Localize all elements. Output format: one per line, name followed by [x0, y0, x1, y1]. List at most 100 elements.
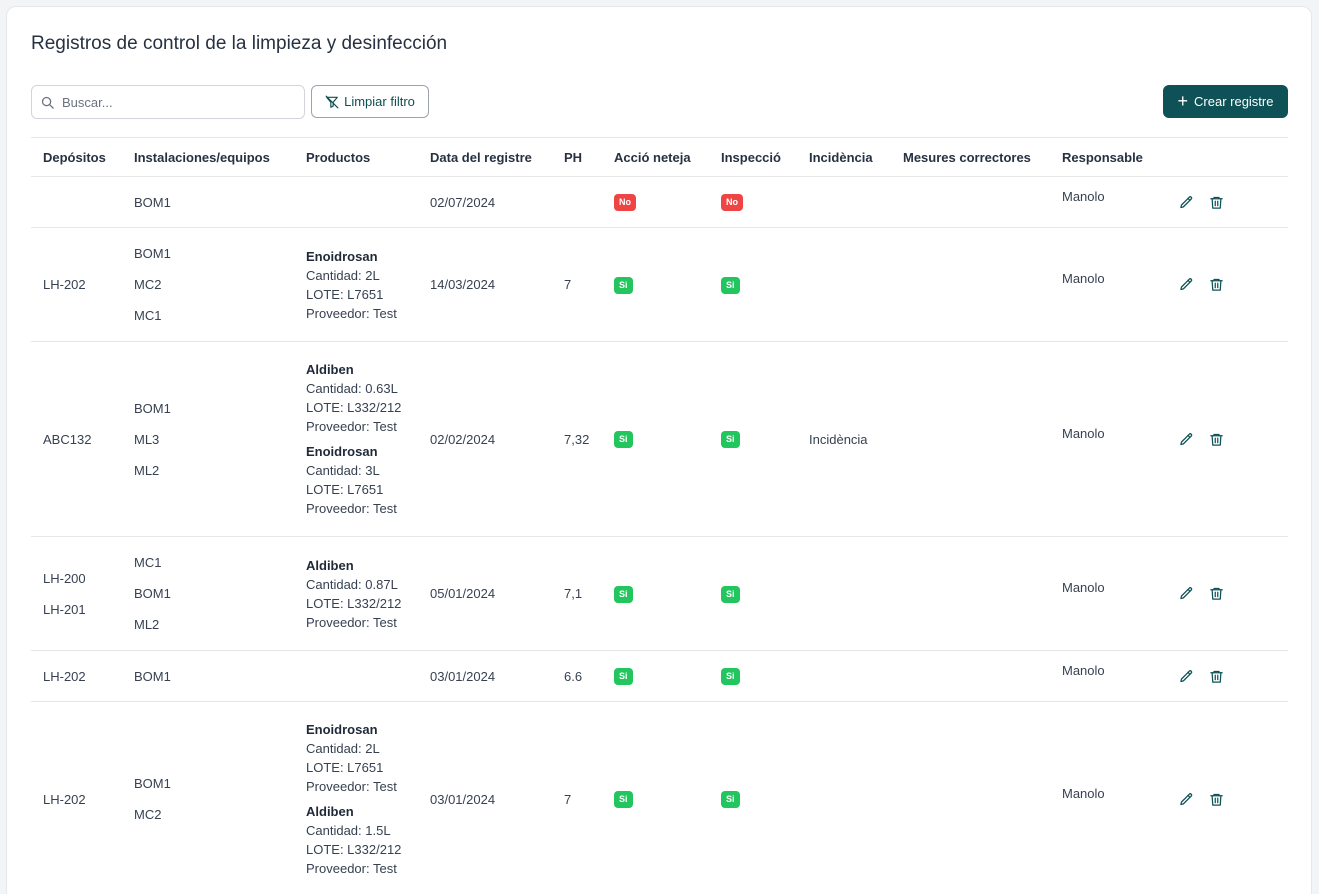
installation-item: MC2	[134, 277, 162, 292]
create-record-label: Crear registre	[1194, 94, 1274, 109]
cell-instalaciones: BOM1	[122, 176, 294, 228]
product-item: Aldiben Cantidad: 0.87L LOTE: L332/212 Prov…	[306, 556, 418, 632]
trash-icon[interactable]	[1206, 192, 1226, 212]
trash-icon[interactable]	[1206, 789, 1226, 809]
pencil-icon[interactable]	[1176, 192, 1196, 212]
search-box[interactable]	[31, 85, 305, 119]
deposit-item: LH-202	[43, 277, 86, 292]
responsable-name: Manolo	[1062, 785, 1105, 801]
deposit-item: LH-201	[43, 601, 86, 617]
product-lot: LOTE: L332/212	[306, 842, 402, 857]
column-header-instalaciones[interactable]: Instalaciones/equipos	[122, 137, 294, 177]
product-name: Enoidrosan	[306, 444, 378, 459]
cell-responsable: Manolo	[1050, 341, 1164, 537]
cell-depositos: LH-202	[31, 227, 122, 342]
column-header-actions	[1164, 137, 1288, 177]
column-header-productos[interactable]: Productos	[294, 137, 418, 177]
trash-icon[interactable]	[1206, 666, 1226, 686]
product-lot: LOTE: L7651	[306, 286, 384, 302]
create-record-button[interactable]: + Crear registre	[1163, 85, 1288, 118]
installation-item: BOM1	[134, 668, 171, 684]
page-title: Registros de control de la limpieza y de…	[31, 33, 448, 54]
trash-icon[interactable]	[1206, 429, 1226, 449]
status-badge: Si	[614, 276, 633, 294]
cell-accio-neteja: Si	[602, 341, 709, 537]
cell-ph: 7,1	[552, 536, 602, 651]
table-row[interactable]: LH-202 BOM1 MC2 MC1 Enoidrosan Cantidad: 2L LO…	[31, 227, 1288, 342]
cell-mesures-correctores	[891, 536, 1050, 651]
trash-icon[interactable]	[1206, 584, 1226, 604]
cell-inspeccio: Si	[709, 341, 797, 537]
cell-inspeccio: Si	[709, 536, 797, 651]
column-header-responsable[interactable]: Responsable	[1050, 137, 1164, 177]
cell-responsable: Manolo	[1050, 701, 1164, 894]
cell-responsable: Manolo	[1050, 227, 1164, 342]
pencil-icon[interactable]	[1176, 666, 1196, 686]
product-quantity: Cantidad: 3L	[306, 463, 380, 478]
cell-instalaciones: BOM1 MC2 MC1	[122, 227, 294, 342]
installation-item: MC2	[134, 807, 162, 822]
cell-mesures-correctores	[891, 341, 1050, 537]
search-icon	[41, 96, 54, 109]
column-header-inspeccio[interactable]: Inspecció	[709, 137, 797, 177]
deposit-item: LH-200	[43, 570, 86, 586]
cell-mesures-correctores	[891, 701, 1050, 894]
deposit-item: LH-202	[43, 668, 86, 684]
cell-actions	[1164, 650, 1288, 702]
product-item: Aldiben Cantidad: 0.63L LOTE: L332/212 Prov…	[306, 360, 418, 436]
deposit-item: ABC132	[43, 431, 92, 447]
cell-productos: Aldiben Cantidad: 0.63L LOTE: L332/212 Prov…	[294, 341, 418, 537]
table-row[interactable]: BOM1 02/07/2024 No No Manolo	[31, 176, 1288, 228]
cell-actions	[1164, 227, 1288, 342]
product-quantity: Cantidad: 1.5L	[306, 823, 391, 838]
installation-item: ML2	[134, 462, 160, 478]
cell-accio-neteja: Si	[602, 227, 709, 342]
plus-icon: +	[1177, 90, 1189, 111]
cell-mesures-correctores	[891, 176, 1050, 228]
table-row[interactable]: LH-200 LH-201 MC1 BOM1 ML2 Aldiben Cantidad: 0…	[31, 536, 1288, 651]
deposit-item: LH-202	[43, 791, 86, 807]
cell-ph: 7	[552, 701, 602, 894]
product-item: Enoidrosan Cantidad: 2L LOTE: L7651 Proveed…	[306, 247, 418, 323]
product-lot: LOTE: L7651	[306, 482, 384, 497]
table-header-row: Depósitos Instalaciones/equipos Producto…	[31, 137, 1288, 177]
clear-filter-label: Limpiar filtro	[344, 94, 415, 109]
responsable-name: Manolo	[1062, 425, 1105, 441]
cell-instalaciones: BOM1 ML3 ML2	[122, 341, 294, 537]
product-quantity: Cantidad: 0.63L	[306, 381, 398, 396]
column-header-accio-neteja[interactable]: Acció neteja	[602, 137, 709, 177]
cell-mesures-correctores	[891, 227, 1050, 342]
pencil-icon[interactable]	[1176, 789, 1196, 809]
product-supplier: Proveedor: Test	[306, 501, 397, 516]
cell-depositos: LH-200 LH-201	[31, 536, 122, 651]
product-name: Aldiben	[306, 804, 354, 819]
pencil-icon[interactable]	[1176, 429, 1196, 449]
installation-item: MC1	[134, 555, 162, 570]
cell-mesures-correctores	[891, 650, 1050, 702]
cell-accio-neteja: Si	[602, 536, 709, 651]
product-lot: LOTE: L7651	[306, 760, 384, 775]
pencil-icon[interactable]	[1176, 584, 1196, 604]
cell-data-registre: 03/01/2024	[418, 650, 552, 702]
cell-depositos: LH-202	[31, 701, 122, 894]
table-row[interactable]: ABC132 BOM1 ML3 ML2 Aldiben Cantidad: 0.63L LO…	[31, 341, 1288, 537]
cell-data-registre: 05/01/2024	[418, 536, 552, 651]
trash-icon[interactable]	[1206, 275, 1226, 295]
column-header-incidencia[interactable]: Incidència	[797, 137, 891, 177]
cell-productos	[294, 176, 418, 228]
pencil-icon[interactable]	[1176, 275, 1196, 295]
filter-off-icon	[325, 95, 339, 108]
installation-item: ML3	[134, 431, 160, 447]
cell-incidencia	[797, 227, 891, 342]
cell-actions	[1164, 701, 1288, 894]
search-input[interactable]	[62, 94, 282, 110]
cell-inspeccio: Si	[709, 650, 797, 702]
table-row[interactable]: LH-202 BOM1 03/01/2024 6.6 Si Si Manolo	[31, 650, 1288, 702]
column-header-mesures-correctores[interactable]: Mesures correctores	[891, 137, 1050, 177]
clear-filter-button[interactable]: Limpiar filtro	[311, 85, 429, 118]
table-row[interactable]: LH-202 BOM1 MC2 Enoidrosan Cantidad: 2L LOTE:…	[31, 701, 1288, 894]
product-supplier: Proveedor: Test	[306, 614, 397, 630]
column-header-data-registre[interactable]: Data del registre	[418, 137, 552, 177]
column-header-ph[interactable]: PH	[552, 137, 602, 177]
column-header-depositos[interactable]: Depósitos	[31, 137, 122, 177]
